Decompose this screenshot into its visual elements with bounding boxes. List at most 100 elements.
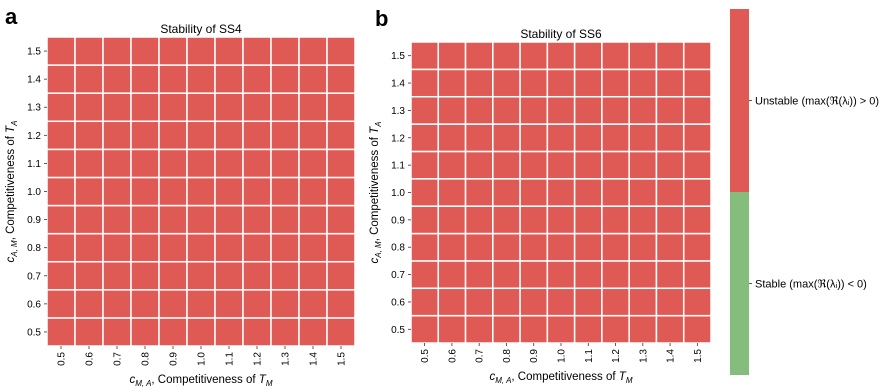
heatmap-cell <box>46 204 76 235</box>
heatmap-cell <box>298 289 328 319</box>
heatmap-cell <box>573 232 603 262</box>
heatmap-cell <box>573 41 603 71</box>
heatmap-cell <box>102 120 132 151</box>
heatmap-cell <box>492 68 521 98</box>
heatmap-cell <box>410 150 440 180</box>
heatmap-cell <box>326 36 356 66</box>
heatmap-cell <box>601 287 630 317</box>
heatmap-cell <box>464 123 494 153</box>
heatmap-cell <box>102 204 132 235</box>
heatmap-cell <box>546 150 576 180</box>
heatmap-cell <box>186 148 216 179</box>
y-axis-label: cA, M, Competitiveness of TA <box>369 122 383 264</box>
heatmap-cell <box>464 314 494 344</box>
panel-title: Stability of SS4 <box>160 22 242 36</box>
x-axis-label: cM, A, Competitiveness of TM <box>490 371 633 385</box>
x-tick-label: 1.5 <box>337 352 348 366</box>
heatmap-cell <box>410 314 440 344</box>
heatmap-cell <box>270 232 300 263</box>
y-tick-label: 1.4 <box>391 79 405 90</box>
heatmap-cell <box>270 204 300 235</box>
heatmap-cell <box>298 204 328 235</box>
heatmap-cell <box>158 92 188 123</box>
heatmap-cell <box>326 120 356 151</box>
heatmap-cell <box>214 232 244 263</box>
heatmap-cell <box>298 92 328 123</box>
heatmap-cell <box>186 232 216 263</box>
heatmap-cell <box>270 36 300 66</box>
heatmap-cell <box>519 41 549 71</box>
panel-title: Stability of SS6 <box>520 27 602 41</box>
heatmap-cell <box>214 289 244 319</box>
heatmap-cell <box>46 120 76 151</box>
heatmap-cell <box>186 36 216 66</box>
heatmap-cell <box>214 176 244 207</box>
heatmap-cell <box>158 260 188 291</box>
heatmap-cell <box>573 260 603 290</box>
x-tick-label: 0.8 <box>141 352 152 366</box>
y-tick-label: 0.8 <box>27 243 41 254</box>
x-tick-label: 1.0 <box>557 349 568 363</box>
x-tick-label: 0.8 <box>502 349 513 363</box>
heatmap-cell <box>298 176 328 207</box>
heatmap-cell <box>573 95 603 125</box>
heatmap-cell <box>242 92 272 123</box>
heatmap-cell <box>492 150 521 180</box>
heatmap-cell <box>74 260 104 291</box>
heatmap-cell <box>242 204 272 235</box>
heatmap-cell <box>130 64 160 94</box>
y-tick-label: 1.4 <box>27 75 41 86</box>
heatmap-cell <box>601 260 630 290</box>
heatmap-cell <box>437 205 467 235</box>
heatmap-cell <box>682 260 712 290</box>
heatmap-cell <box>437 123 467 153</box>
heatmap-cell <box>601 68 630 98</box>
legend-stable-label: Stable (max(ℜ(λᵢ)) < 0) <box>755 279 867 291</box>
heatmap-cell <box>628 287 658 317</box>
legend-unstable-swatch <box>730 9 749 192</box>
heatmap-cell <box>546 68 576 98</box>
heatmap-cell <box>410 123 440 153</box>
heatmap-cell <box>242 120 272 151</box>
heatmap-cell <box>464 178 494 207</box>
heatmap-cell <box>519 287 549 317</box>
heatmap-cell <box>270 120 300 151</box>
heatmap-cell <box>74 232 104 263</box>
heatmap-cell <box>186 64 216 94</box>
heatmap-cell <box>102 260 132 291</box>
heatmap-cell <box>326 232 356 263</box>
heatmap-cell <box>158 120 188 151</box>
heatmap-cell <box>158 64 188 94</box>
y-tick-label: 0.5 <box>391 325 405 336</box>
heatmap-cell <box>186 92 216 123</box>
heatmap-cell <box>573 314 603 344</box>
heatmap-cell <box>298 260 328 291</box>
heatmap-cell <box>492 205 521 235</box>
heatmap-cell <box>130 120 160 151</box>
heatmap-cell <box>519 314 549 344</box>
heatmap-cell <box>437 314 467 344</box>
heatmap-cell <box>326 317 356 347</box>
x-tick-label: 1.3 <box>281 352 292 366</box>
heatmap-cell <box>655 95 685 125</box>
heatmap-cell <box>326 204 356 235</box>
heatmap-cell <box>130 148 160 179</box>
heatmap-cell <box>655 68 685 98</box>
heatmap-cell <box>519 68 549 98</box>
heatmap-cell <box>492 95 521 125</box>
heatmap-cell <box>46 260 76 291</box>
heatmap-cell <box>102 289 132 319</box>
heatmap-cell <box>464 68 494 98</box>
heatmap-cell <box>46 289 76 319</box>
heatmap-cell <box>214 148 244 179</box>
x-tick-label: 1.2 <box>253 352 264 366</box>
heatmap-cell <box>410 287 440 317</box>
heatmap-cell <box>655 41 685 71</box>
heatmap-cell <box>492 287 521 317</box>
heatmap-cell <box>186 289 216 319</box>
heatmap-cell <box>519 260 549 290</box>
heatmap-cell <box>158 36 188 66</box>
heatmap-cell <box>682 41 712 71</box>
y-tick-label: 0.8 <box>391 243 405 254</box>
heatmap-cell <box>186 120 216 151</box>
